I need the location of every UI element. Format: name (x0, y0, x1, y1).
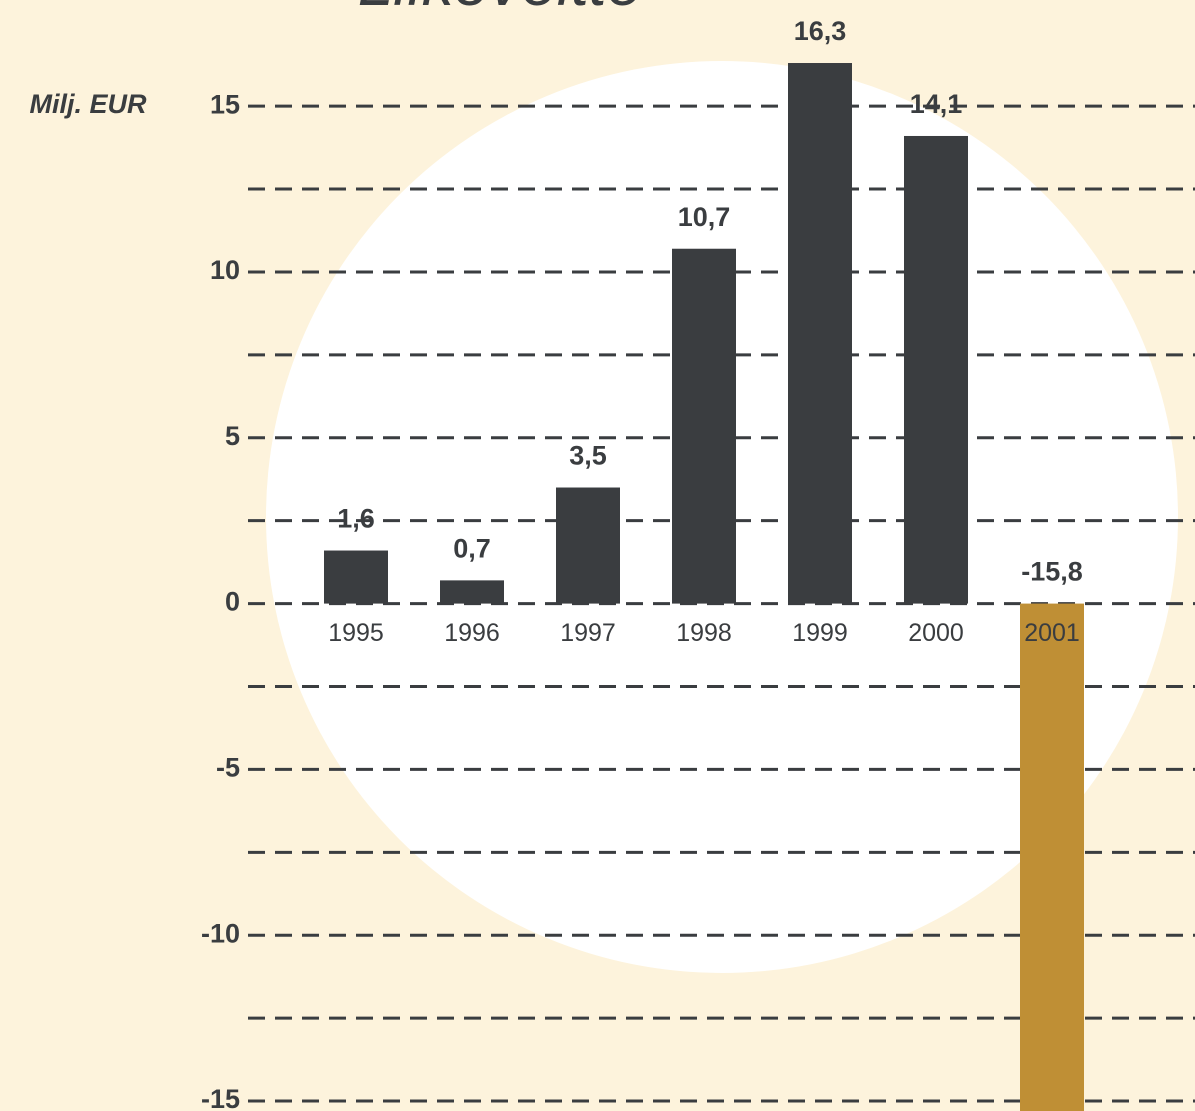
y-tick-label: 0 (225, 587, 240, 617)
x-tick-label: 1998 (676, 619, 732, 647)
value-label: 1,6 (337, 504, 375, 534)
bar (672, 248, 736, 604)
bar (788, 63, 852, 604)
bar (556, 487, 620, 604)
value-label: 16,3 (794, 16, 847, 46)
x-tick-label: 1997 (560, 619, 616, 647)
x-tick-label: 2000 (908, 619, 964, 647)
x-tick-label: 1999 (792, 619, 848, 647)
y-tick-label: -10 (201, 918, 240, 948)
bar (324, 550, 388, 604)
value-label: 10,7 (678, 202, 731, 232)
value-label: -15,8 (1021, 557, 1083, 587)
value-label: 0,7 (453, 533, 491, 563)
x-tick-label: 1995 (328, 619, 384, 647)
y-tick-label: 15 (210, 89, 240, 119)
chart-title: Liikevoitto (358, 0, 643, 19)
y-tick-label: 10 (210, 255, 240, 285)
y-tick-label: -15 (201, 1084, 240, 1111)
x-tick-label: 2001 (1024, 619, 1080, 647)
bar (904, 135, 968, 604)
x-tick-label: 1996 (444, 619, 500, 647)
bars (324, 63, 1084, 1111)
y-axis-label: Milj. EUR (29, 89, 147, 119)
y-tick-label: 5 (225, 421, 240, 451)
bar (440, 580, 504, 604)
labels: 15 10 5 0 -5 -10 -15 1995 1,6 1996 0,7 1997 3,5 1998 1… (201, 16, 1083, 1111)
value-label: 3,5 (569, 441, 607, 471)
value-label: 14,1 (910, 89, 963, 119)
bar (1020, 603, 1084, 1111)
y-tick-label: -5 (216, 753, 240, 783)
